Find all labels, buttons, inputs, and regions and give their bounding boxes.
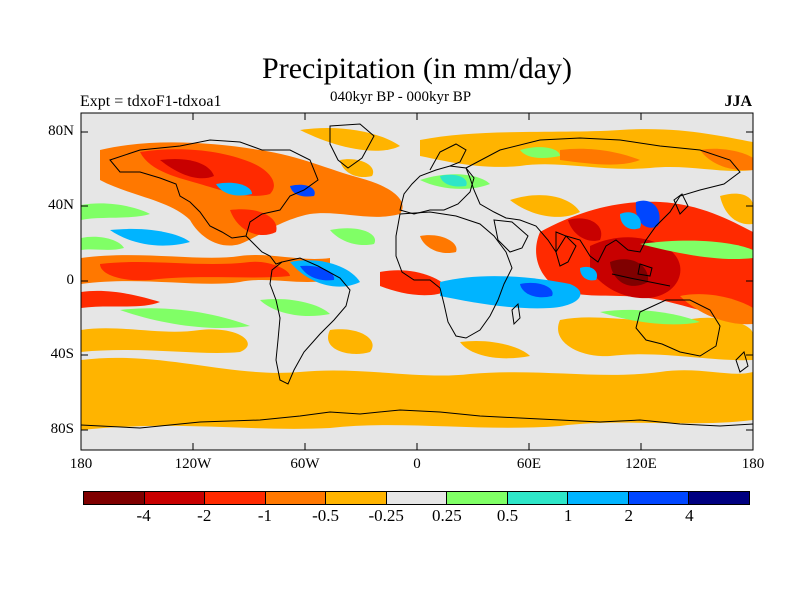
plot-subtitle: 040kyr BP - 000kyr BP bbox=[330, 89, 472, 105]
legend-swatch-2 bbox=[205, 492, 266, 504]
legend-swatch-6 bbox=[447, 492, 508, 504]
lon-label-0: 0 bbox=[413, 456, 421, 472]
legend-label-6: 0.5 bbox=[496, 506, 519, 525]
legend-label-5: 0.25 bbox=[431, 506, 462, 525]
plot-title: Precipitation (in mm/day) bbox=[262, 52, 572, 85]
legend-label-0: -4 bbox=[136, 506, 151, 525]
legend-swatch-10 bbox=[689, 492, 750, 504]
lon-label-180e: 180 bbox=[741, 456, 765, 472]
lon-label-60e: 60E bbox=[516, 456, 542, 472]
lat-label-40n: 40N bbox=[48, 197, 74, 213]
legend-label-3: -0.5 bbox=[312, 506, 339, 525]
lon-label-180w: 180 bbox=[69, 456, 93, 472]
legend-swatch-4 bbox=[326, 492, 387, 504]
lon-label-120e: 120E bbox=[625, 456, 657, 472]
anomaly-field bbox=[81, 127, 753, 430]
legend-swatch-7 bbox=[507, 492, 569, 504]
legend-label-4: -0.25 bbox=[368, 506, 404, 525]
lat-label-40s: 40S bbox=[50, 346, 74, 362]
lon-label-60w: 60W bbox=[290, 456, 320, 472]
legend-swatch-3 bbox=[265, 492, 327, 504]
lat-label-80n: 80N bbox=[48, 123, 74, 139]
legend-label-1: -2 bbox=[197, 506, 212, 525]
legend-swatch-0 bbox=[84, 492, 145, 504]
legend-label-7: 1 bbox=[563, 506, 573, 525]
legend-label-2: -1 bbox=[257, 506, 272, 525]
legend-swatch-9 bbox=[628, 492, 690, 504]
season-label: JJA bbox=[724, 93, 752, 110]
legend-swatch-5 bbox=[386, 492, 448, 504]
experiment-label: Expt = tdxoF1-tdxoa1 bbox=[80, 93, 222, 110]
legend-label-9: 4 bbox=[685, 506, 694, 525]
legend-label-8: 2 bbox=[624, 506, 633, 525]
lat-label-eq: 0 bbox=[66, 272, 75, 288]
legend-swatch-1 bbox=[144, 492, 206, 504]
color-legend bbox=[83, 491, 750, 505]
axis-ticks bbox=[81, 113, 753, 450]
lat-label-80s: 80S bbox=[50, 421, 74, 437]
legend-swatch-8 bbox=[568, 492, 629, 504]
lon-label-120w: 120W bbox=[174, 456, 212, 472]
coastlines bbox=[81, 123, 753, 429]
